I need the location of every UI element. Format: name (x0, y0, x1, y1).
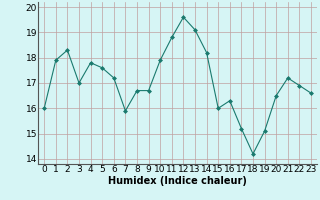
X-axis label: Humidex (Indice chaleur): Humidex (Indice chaleur) (108, 176, 247, 186)
